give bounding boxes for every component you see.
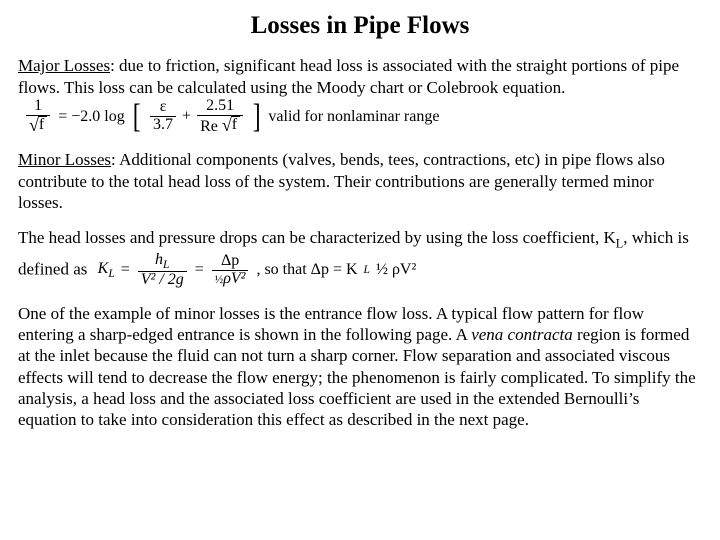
minor-losses-label: Minor Losses: [18, 150, 111, 169]
loss-coefficient-paragraph: The head losses and pressure drops can b…: [18, 227, 702, 289]
eq2-eq1: =: [121, 260, 130, 280]
eq2-f1-num-sub: L: [163, 259, 169, 271]
eq2-tail: ½ ρV²: [376, 260, 416, 280]
eq2-f2-den: ρV²: [223, 270, 245, 287]
coeff-line1: The head losses and pressure drops can b…: [18, 228, 616, 247]
minor-losses-text: : Additional components (valves, bends, …: [18, 150, 665, 212]
eq1-term1-num: ε: [150, 99, 176, 117]
colebrook-equation: 1 √f = −2.0 log [ ε 3.7 + 2.51 Re √f ] v…: [24, 98, 439, 136]
eq1-note: valid for nonlaminar range: [268, 107, 439, 127]
vena-contracta: vena contracta: [471, 325, 573, 344]
major-losses-label: Major Losses: [18, 56, 110, 75]
eq1-term2-den-a: Re: [200, 118, 218, 135]
eq1-open-bracket: [: [132, 100, 140, 134]
eq1-lhs-num: 1: [26, 98, 50, 116]
eq2-f1-den: V² / 2g: [138, 272, 187, 289]
eq1-term2-den-b: f: [231, 116, 240, 134]
minor-losses-paragraph: Minor Losses: Additional components (val…: [18, 149, 702, 213]
eq2-Ksub: L: [108, 268, 114, 280]
eq2-K: K: [98, 260, 109, 277]
eq1-lhs-den: f: [38, 116, 47, 134]
eq1-term1-den: 3.7: [150, 117, 176, 134]
eq1-term2-num: 2.51: [197, 98, 243, 116]
eq2-so: , so that Δp = K: [256, 260, 357, 280]
eq2-f2-num: Δp: [212, 253, 249, 271]
eq2-f2-den-pre: ½: [215, 274, 223, 286]
eq2-f1-num: h: [155, 251, 163, 268]
eq1-plus: +: [182, 107, 191, 124]
page-title: Losses in Pipe Flows: [18, 10, 702, 41]
loss-coefficient-equation: KL = hL V² / 2g = Δp ½ρV² , so that Δp =…: [98, 252, 417, 289]
eq2-eq2: =: [195, 260, 204, 280]
major-losses-text: : due to friction, significant head loss…: [18, 56, 679, 96]
eq2-so-sub: L: [364, 263, 370, 277]
major-losses-paragraph: Major Losses: due to friction, significa…: [18, 55, 702, 135]
eq1-equals: = −2.0 log: [58, 107, 125, 127]
entrance-loss-paragraph: One of the example of minor losses is th…: [18, 303, 702, 431]
eq1-close-bracket: ]: [253, 100, 261, 134]
